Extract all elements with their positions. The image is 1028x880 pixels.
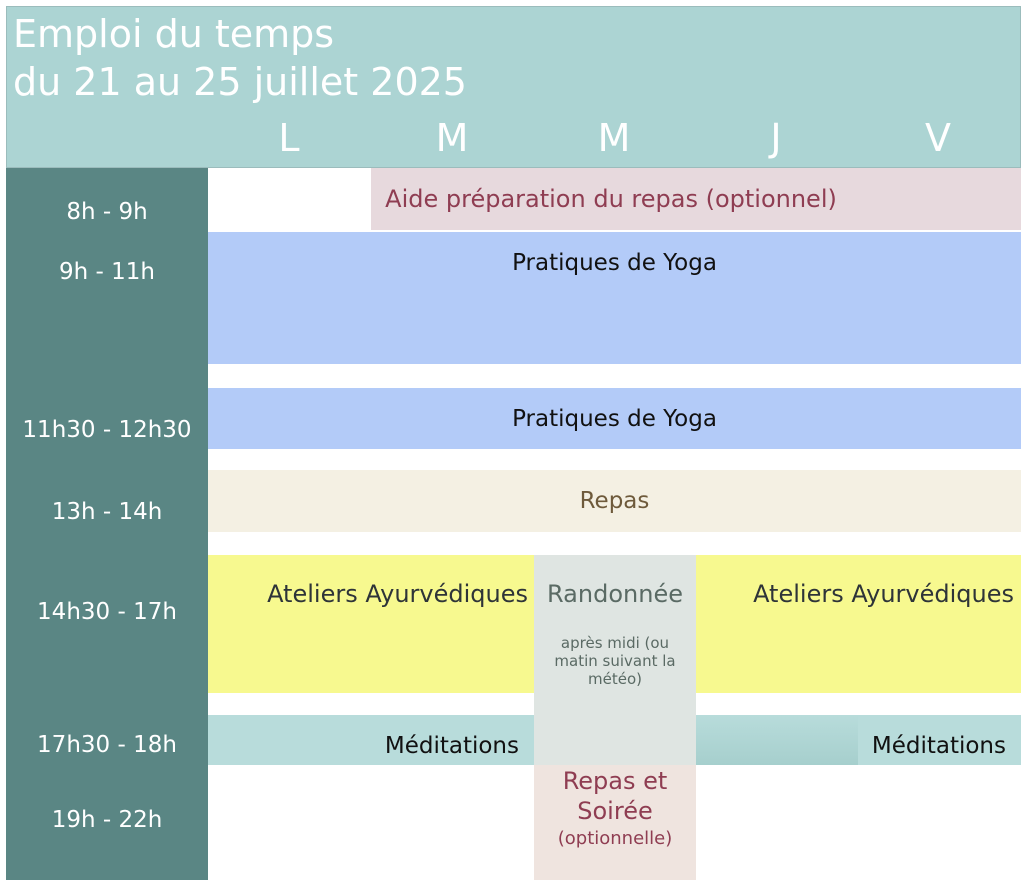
event-hike: Randonnée après midi (ou matin suivant l… [534, 555, 696, 765]
day-wednesday: M [597, 116, 631, 160]
schedule-title: Emploi du temps du 21 au 25 juillet 2025 [13, 10, 467, 106]
event-lunch-label: Repas [579, 488, 650, 514]
day-friday: V [925, 116, 951, 160]
event-yoga-noon-label: Pratiques de Yoga [512, 406, 717, 432]
time-slot-14h30: 14h30 - 17h [37, 599, 177, 625]
event-yoga-noon: Pratiques de Yoga [208, 388, 1021, 449]
event-hike-note: après midi (ou matin suivant la météo) [554, 634, 676, 688]
day-monday: L [278, 116, 300, 160]
time-slot-8h: 8h - 9h [66, 199, 148, 225]
time-slot-13h: 13h - 14h [51, 499, 163, 525]
event-meditation-thu [696, 715, 858, 765]
time-slot-11h30: 11h30 - 12h30 [22, 417, 192, 443]
event-meal-prep-label: Aide préparation du repas (optionnel) [385, 185, 837, 213]
event-yoga-morning: Pratiques de Yoga [208, 232, 1021, 364]
event-meal-prep: Aide préparation du repas (optionnel) [371, 168, 1021, 230]
header-banner [6, 6, 1021, 168]
time-slot-19h: 19h - 22h [51, 807, 163, 833]
event-ateliers-thu-fri: Ateliers Ayurvédiques [696, 555, 1021, 693]
event-evening: Repas et Soirée (optionnelle) [534, 765, 696, 880]
event-evening-note: (optionnelle) [557, 828, 673, 849]
day-tuesday: M [435, 116, 469, 160]
time-slot-17h30: 17h30 - 18h [37, 732, 177, 758]
title-line-2: du 21 au 25 juillet 2025 [13, 60, 467, 104]
event-lunch: Repas [208, 470, 1021, 532]
event-meditation-left-label: Méditations [384, 733, 519, 759]
time-slot-9h: 9h - 11h [59, 259, 155, 285]
event-ateliers-right-label: Ateliers Ayurvédiques [753, 580, 1014, 608]
title-line-1: Emploi du temps [13, 12, 335, 56]
event-meditation-mon-tue: Méditations [208, 715, 534, 765]
event-ateliers-left-label: Ateliers Ayurvédiques [267, 580, 528, 608]
day-thursday: J [770, 116, 782, 160]
time-column [6, 168, 208, 880]
event-hike-label: Randonnée [547, 580, 683, 608]
event-meditation-right-label: Méditations [871, 733, 1006, 759]
event-evening-label: Repas et Soirée [562, 767, 668, 825]
event-yoga-morning-label: Pratiques de Yoga [512, 250, 717, 276]
event-ateliers-mon-tue: Ateliers Ayurvédiques [208, 555, 534, 693]
event-meditation-fri: Méditations [858, 715, 1021, 765]
